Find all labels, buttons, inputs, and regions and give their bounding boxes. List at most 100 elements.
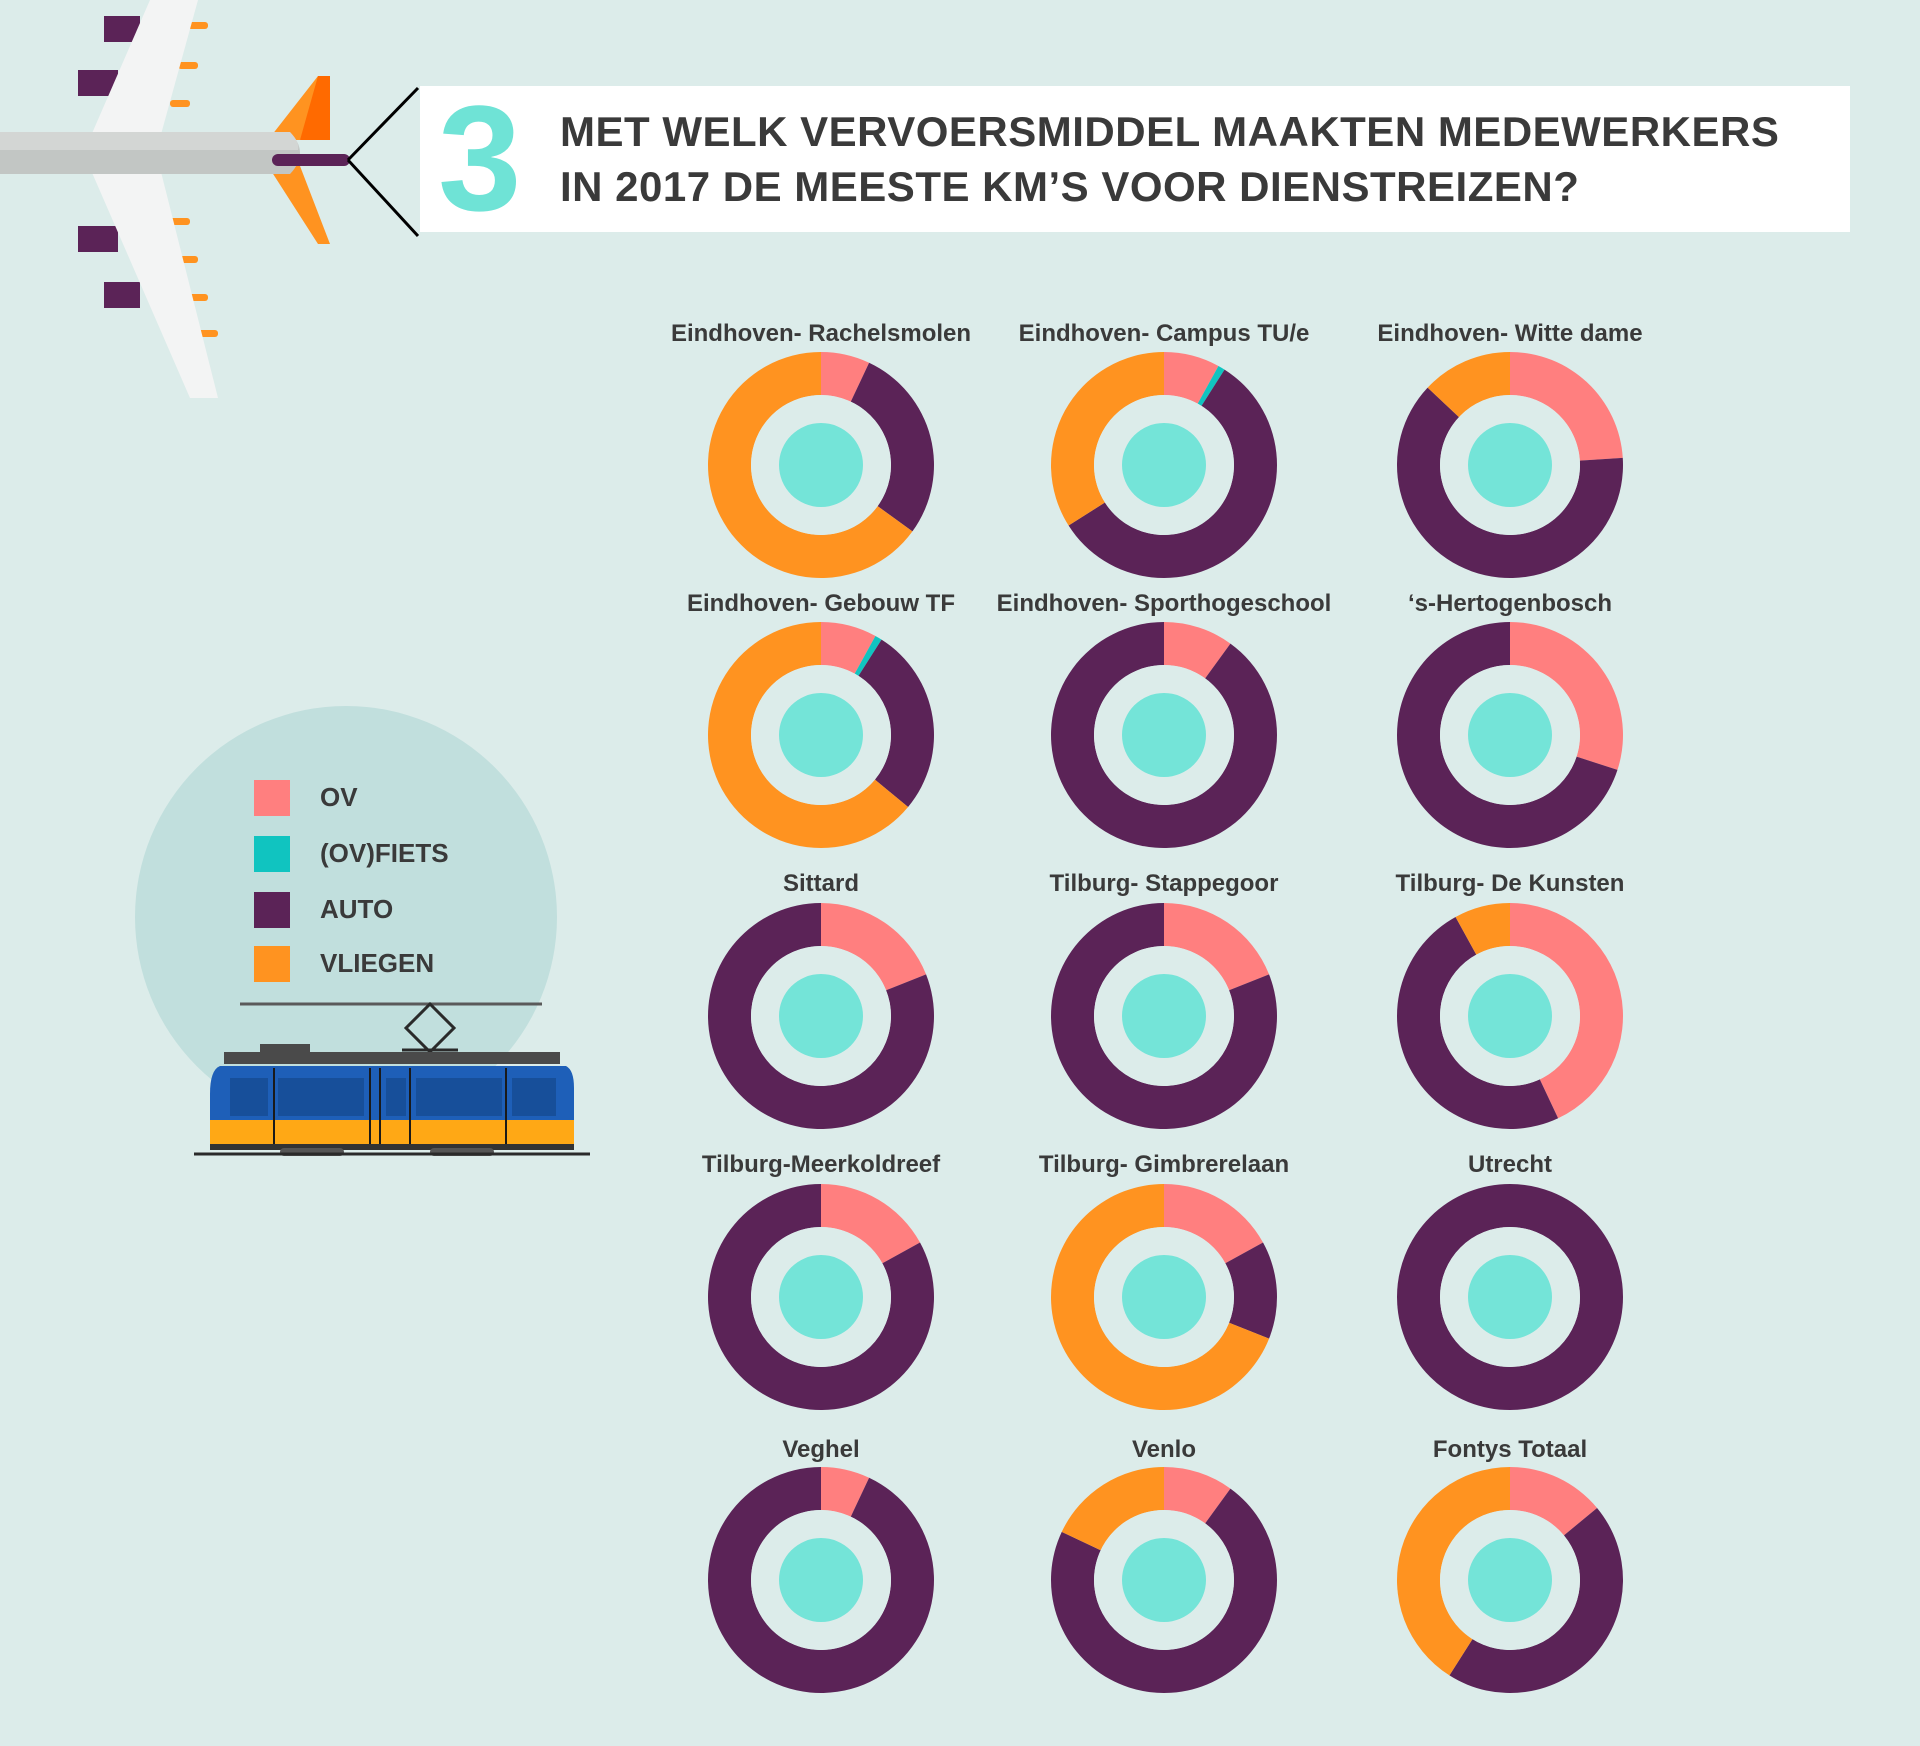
slice-vliegen xyxy=(1427,352,1510,418)
donut-center xyxy=(779,1255,863,1339)
donut-center xyxy=(1122,974,1206,1058)
donut-center xyxy=(779,423,863,507)
donut-title: Eindhoven- Campus TU/e xyxy=(1019,320,1310,347)
donut-center xyxy=(1122,1255,1206,1339)
slice-auto xyxy=(1051,903,1277,1129)
legend-label-vliegen: VLIEGEN xyxy=(320,948,435,978)
slice-auto xyxy=(1396,916,1559,1130)
donut-fontys-totaal: Fontys Totaal xyxy=(1397,1436,1624,1694)
slice-vliegen xyxy=(1455,903,1510,955)
donut-title: Tilburg- Stappegoor xyxy=(1050,870,1279,897)
legend-swatch-vliegen xyxy=(254,946,290,982)
donut-center xyxy=(779,693,863,777)
tow-lines xyxy=(346,86,420,238)
slice-auto xyxy=(1051,622,1277,848)
section-number: 3 xyxy=(438,74,522,242)
slice-vliegen xyxy=(708,352,913,578)
donut-title: Eindhoven- Rachelsmolen xyxy=(671,320,971,347)
page-title: MET WELK VERVOERSMIDDEL MAAKTEN MEDEWERK… xyxy=(560,104,1779,214)
donut-center xyxy=(1122,1538,1206,1622)
donut-eindhoven-campus-tu-e: Eindhoven- Campus TU/e xyxy=(1019,320,1310,578)
slice-auto xyxy=(1068,369,1277,578)
slice-ov xyxy=(1510,352,1623,461)
slice-auto xyxy=(1449,1507,1624,1694)
speed-dashes xyxy=(170,22,218,337)
donut-title: Tilburg- De Kunsten xyxy=(1396,870,1625,897)
donut-tilburg-stappegoor: Tilburg- Stappegoor xyxy=(1050,870,1279,1129)
donut-eindhoven-witte-dame: Eindhoven- Witte dame xyxy=(1377,320,1643,579)
slice-auto xyxy=(858,639,935,808)
title-line-2: IN 2017 DE MEESTE KM’S VOOR DIENSTREIZEN… xyxy=(560,163,1580,210)
slice-auto xyxy=(707,1184,934,1410)
donut-center xyxy=(1122,693,1206,777)
donut-title: Eindhoven- Witte dame xyxy=(1377,320,1642,347)
slice-ov xyxy=(1164,903,1270,991)
tram-illustration xyxy=(194,1001,590,1156)
donut-center xyxy=(1468,693,1552,777)
donut-center xyxy=(1468,1538,1552,1622)
slice-auto xyxy=(1396,622,1618,848)
donut-title: Venlo xyxy=(1132,1436,1196,1463)
legend-swatch-auto xyxy=(254,892,290,928)
donut-center xyxy=(1468,974,1552,1058)
slice-ov xyxy=(821,352,870,402)
slice-ov-fiets xyxy=(854,635,882,676)
donut-tilburg-gimbrerelaan: Tilburg- Gimbrerelaan xyxy=(1039,1151,1289,1410)
donut-title: Utrecht xyxy=(1468,1151,1552,1178)
donut-title: Fontys Totaal xyxy=(1433,1436,1587,1463)
tram-underframe xyxy=(210,1144,574,1150)
donut-title: Sittard xyxy=(783,870,859,897)
tram-doors xyxy=(273,1068,507,1146)
slice-ov xyxy=(1510,622,1623,770)
donut-center xyxy=(779,1538,863,1622)
slice-ov xyxy=(1164,1467,1231,1524)
fuselage xyxy=(0,132,300,174)
donut-s-hertogenbosch: ‘s-Hertogenbosch xyxy=(1396,590,1623,848)
upper-wing xyxy=(90,0,198,138)
slice-auto xyxy=(1397,1184,1623,1410)
slice-ov xyxy=(1510,903,1623,1119)
slice-ov xyxy=(821,1467,870,1517)
lower-wing xyxy=(90,168,218,398)
tail-cone xyxy=(272,154,350,166)
slice-ov xyxy=(821,622,876,674)
slice-auto xyxy=(707,903,934,1129)
legend-label-ov: OV xyxy=(320,782,358,812)
donut-eindhoven-sporthogeschool: Eindhoven- Sporthogeschool xyxy=(997,590,1331,848)
donut-tilburg-de-kunsten: Tilburg- De Kunsten xyxy=(1396,870,1625,1130)
donut-eindhoven-rachelsmolen: Eindhoven- Rachelsmolen xyxy=(671,320,971,578)
title-line-1: MET WELK VERVOERSMIDDEL MAAKTEN MEDEWERK… xyxy=(560,108,1780,155)
donut-sittard: Sittard xyxy=(707,870,934,1129)
donut-center xyxy=(779,974,863,1058)
donut-center xyxy=(1468,1255,1552,1339)
slice-ov xyxy=(1164,1184,1264,1264)
donut-veghel: Veghel xyxy=(707,1436,934,1693)
airplane-illustration xyxy=(0,0,420,398)
slice-auto xyxy=(707,1467,934,1693)
tram-roof-box xyxy=(260,1044,310,1054)
slice-auto xyxy=(850,362,934,532)
legend-swatch-ov xyxy=(254,780,290,816)
slice-ov xyxy=(821,903,927,991)
tail-fin-bottom xyxy=(268,166,330,244)
donut-utrecht: Utrecht xyxy=(1397,1151,1623,1410)
slice-ov xyxy=(1510,1467,1598,1536)
legend-label-fiets: (OV)FIETS xyxy=(320,838,449,868)
slice-auto xyxy=(1051,1488,1277,1693)
donut-title: ‘s-Hertogenbosch xyxy=(1408,590,1612,617)
slice-auto xyxy=(1225,1242,1277,1339)
title-banner: 3 MET WELK VERVOERSMIDDEL MAAKTEN MEDEWE… xyxy=(420,78,1850,238)
slice-vliegen xyxy=(1397,1467,1510,1676)
slice-vliegen xyxy=(1061,1467,1164,1551)
fuselage-top xyxy=(0,132,299,150)
tram-roof xyxy=(224,1052,560,1064)
slice-vliegen xyxy=(1051,1184,1270,1410)
legend-swatch-fiets xyxy=(254,836,290,872)
slice-vliegen xyxy=(708,622,909,848)
donut-eindhoven-gebouw-tf: Eindhoven- Gebouw TF xyxy=(687,590,955,848)
slice-ov xyxy=(1164,622,1231,679)
donut-tilburg-meerkoldreef: Tilburg-Meerkoldreef xyxy=(702,1151,941,1410)
tail-fin-top-dark xyxy=(300,76,330,140)
donut-title: Eindhoven- Gebouw TF xyxy=(687,590,955,617)
